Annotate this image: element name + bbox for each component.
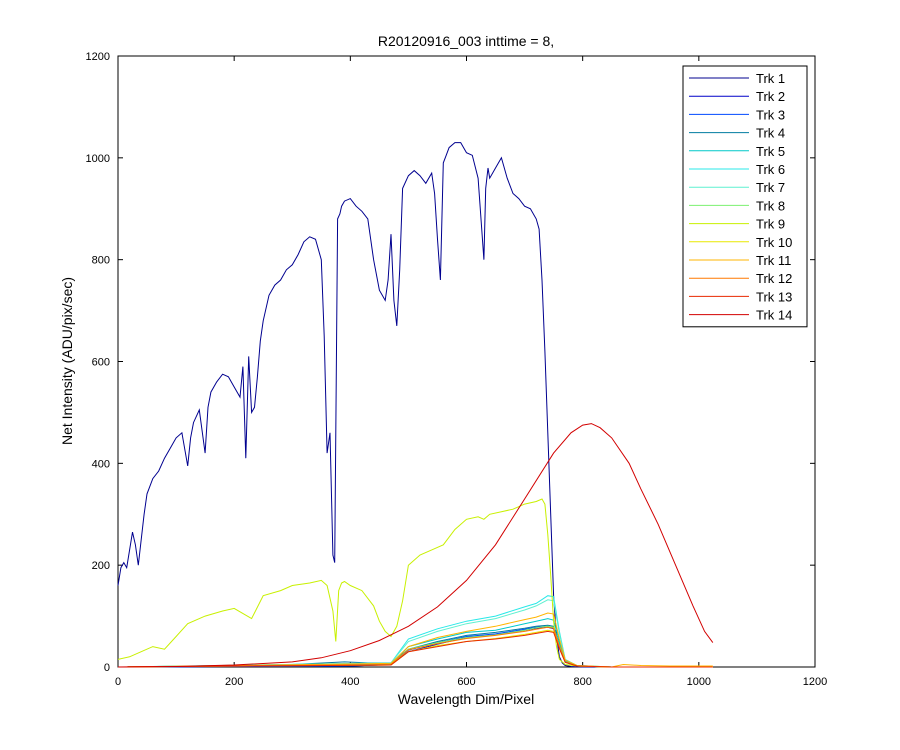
x-tick-label: 200 [225,676,243,688]
legend-label: Trk 11 [756,253,791,268]
series-line-trk-11 [117,612,713,668]
series-line-trk-1 [117,142,713,668]
y-tick-label: 800 [92,255,110,267]
x-tick-label: 1200 [803,676,827,688]
axis-ticks: 0 200 400 600 800 1000 1200 0 200 400 600 800 1000 12… [86,51,828,688]
y-tick-label: 400 [92,458,110,470]
legend-label: Trk 14 [756,308,792,323]
legend-label: Trk 7 [756,180,785,195]
y-tick-label: 0 [104,662,110,674]
x-tick-label: 0 [115,676,121,688]
y-tick-label: 200 [92,560,110,572]
legend-label: Trk 13 [756,289,792,304]
legend-label: Trk 1 [756,71,785,86]
y-axis-label: Net Intensity (ADU/pix/sec) [59,277,75,445]
legend-label: Trk 8 [756,198,785,213]
series-line-trk-14 [117,423,714,668]
y-tick-label: 600 [92,357,110,369]
legend-label: Trk 5 [756,144,785,159]
legend-label: Trk 6 [756,162,785,177]
x-tick-label: 600 [457,676,475,688]
chart-title: R20120916_003 inttime = 8, [378,33,554,49]
series-line-trk-13 [117,630,713,668]
series-lines [117,142,714,668]
legend: Trk 1 Trk 2 Trk 3 Trk 4 Trk 5 Trk 6 Trk 7 Trk 8… [682,65,808,328]
legend-label: Trk 2 [756,89,785,104]
legend-label: Trk 4 [756,126,785,141]
x-tick-label: 800 [573,676,591,688]
x-axis-label: Wavelength Dim/Pixel [398,691,534,707]
legend-label: Trk 12 [756,271,792,286]
series-line-trk-9 [117,498,713,668]
legend-label: Trk 9 [756,217,785,232]
legend-label: Trk 10 [756,235,792,250]
y-tick-label: 1200 [86,51,110,63]
y-tick-label: 1000 [86,153,110,165]
legend-label: Trk 3 [756,107,785,122]
x-tick-label: 400 [341,676,359,688]
x-tick-label: 1000 [687,676,711,688]
legend-box [682,65,808,328]
